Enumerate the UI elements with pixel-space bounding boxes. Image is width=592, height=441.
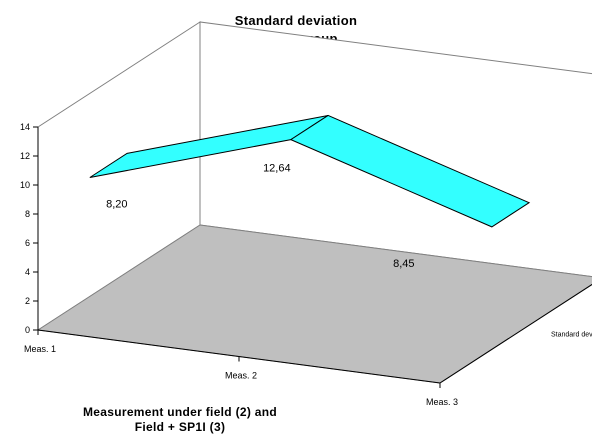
y-tick-label: 4: [25, 267, 30, 277]
data-label: 12,64: [263, 163, 291, 175]
y-tick-label: 2: [25, 296, 30, 306]
x-axis-title-line2: Field + SP1I (3): [134, 420, 226, 434]
y-tick-label: 10: [20, 180, 30, 190]
y-tick-label: 14: [20, 122, 30, 132]
y-tick-label: 8: [25, 209, 30, 219]
x-tick-label: Meas. 1: [24, 344, 56, 354]
x-tick-label: Meas. 2: [225, 371, 257, 381]
y-tick-label: 6: [25, 238, 30, 248]
x-tick-label: Meas. 3: [426, 397, 458, 407]
depth-axis-line: [439, 283, 592, 384]
y-tick-label: 0: [25, 325, 30, 335]
chart-title: Standard deviation: [234, 13, 358, 28]
series-ribbon-segment: [289, 114, 531, 228]
x-axis-title-line1: Measurement under field (2) and: [83, 405, 277, 419]
data-label: 8,45: [393, 258, 414, 270]
depth-axis-label: Standard deviation: [551, 332, 592, 339]
y-tick-label: 12: [20, 151, 30, 161]
data-label: 8,20: [106, 199, 127, 211]
